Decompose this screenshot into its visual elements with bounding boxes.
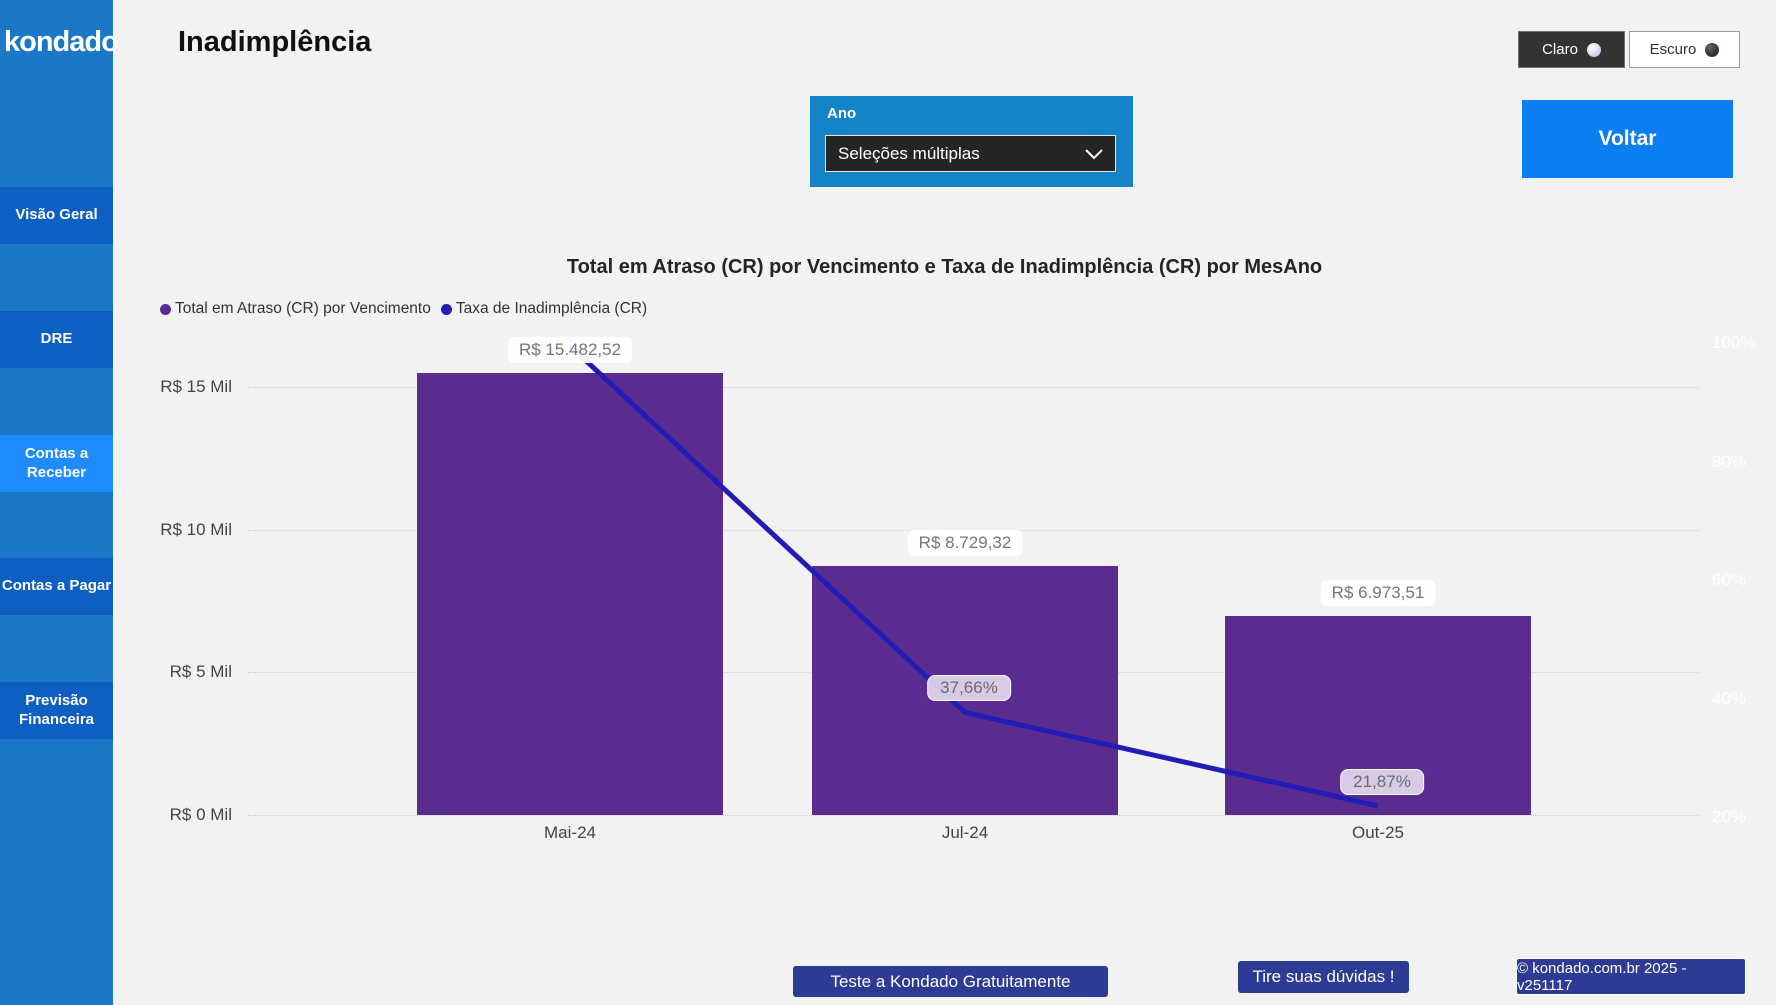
year-filter-label: Ano — [827, 105, 857, 122]
help-cta-button[interactable]: Tire suas dúvidas ! — [1238, 961, 1409, 993]
bar-value-label: R$ 6.973,51 — [1320, 580, 1436, 607]
theme-dark-button[interactable]: Escuro — [1629, 31, 1740, 68]
year-filter-dropdown[interactable]: Seleções múltiplas — [825, 135, 1116, 172]
left-axis-tick: R$ 0 Mil — [169, 805, 232, 824]
sidebar-item-previsão-financeira[interactable]: Previsão Financeira — [0, 682, 113, 739]
year-filter-value: Seleções múltiplas — [838, 143, 980, 163]
chart-legend: Total em Atraso (CR) por Vencimento Taxa … — [160, 300, 647, 318]
theme-dark-label: Escuro — [1649, 41, 1697, 58]
right-axis-tick: 100% — [1712, 333, 1756, 352]
sidebar-item-dre[interactable]: DRE — [0, 311, 113, 368]
version-badge: © kondado.com.br 2025 - v251117 — [1516, 958, 1746, 995]
line-value-label: 21,87% — [1340, 768, 1424, 795]
left-axis-tick: R$ 15 Mil — [160, 377, 232, 396]
theme-light-label: Claro — [1542, 41, 1578, 58]
legend-item: Taxa de Inadimplência (CR) — [440, 300, 647, 318]
theme-light-button[interactable]: Claro — [1518, 31, 1625, 68]
trial-cta-button[interactable]: Teste a Kondado Gratuitamente — [793, 966, 1108, 997]
dark-orb-icon — [1705, 42, 1720, 57]
right-axis-tick: 80% — [1712, 451, 1747, 471]
kondado-logo: kondado — [4, 26, 119, 58]
bar-mai-24[interactable] — [417, 373, 723, 815]
line-value-label: 37,66% — [927, 675, 1011, 702]
bar-value-label: R$ 8.729,32 — [907, 529, 1023, 556]
legend-item: Total em Atraso (CR) por Vencimento — [160, 300, 431, 318]
page-title: Inadimplência — [178, 26, 372, 58]
legend-dot-icon — [160, 303, 171, 315]
category-label: Jul-24 — [941, 823, 989, 842]
year-filter-panel: Ano Seleções múltiplas — [810, 96, 1133, 187]
chart-title: Total em Atraso (CR) por Vencimento e Ta… — [566, 256, 1323, 278]
bar-value-label: R$ 15.482,52 — [507, 337, 633, 364]
left-axis-tick: R$ 10 Mil — [160, 519, 232, 539]
right-axis-tick: 60% — [1712, 570, 1747, 589]
category-label: Out-25 — [1352, 823, 1404, 842]
category-label: Mai-24 — [544, 823, 596, 842]
legend-dot-icon — [440, 303, 452, 315]
sidebar-item-contas-a-receber[interactable]: Contas a Receber — [0, 435, 113, 492]
chevron-down-icon — [1085, 148, 1103, 159]
right-axis-tick: 20% — [1712, 807, 1747, 826]
sidebar: kondado Visão Geral DRE Contas a Receber Co… — [0, 0, 119, 1005]
left-axis-tick: R$ 5 Mil — [169, 662, 232, 682]
light-orb-icon — [1586, 42, 1601, 57]
sidebar-item-visão-geral[interactable]: Visão Geral — [0, 187, 113, 244]
right-axis-tick: 40% — [1712, 688, 1747, 708]
gridline — [248, 815, 1700, 816]
voltar-button[interactable]: Voltar — [1522, 100, 1733, 178]
sidebar-item-contas-a-pagar[interactable]: Contas a Pagar — [0, 558, 113, 615]
